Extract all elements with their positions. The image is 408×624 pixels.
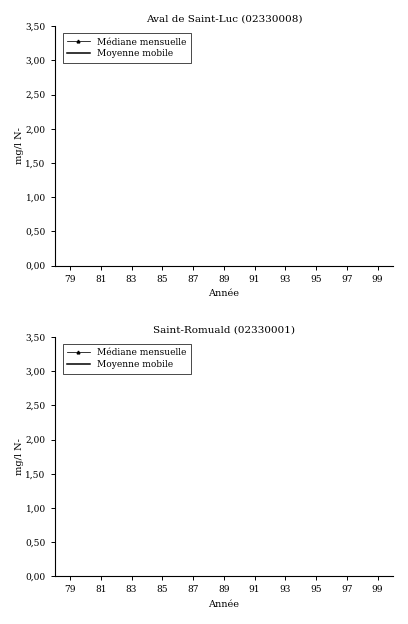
- Legend: Médiane mensuelle, Moyenne mobile: Médiane mensuelle, Moyenne mobile: [62, 33, 191, 63]
- Y-axis label: mg/l N-: mg/l N-: [15, 438, 24, 475]
- Legend: Médiane mensuelle, Moyenne mobile: Médiane mensuelle, Moyenne mobile: [62, 344, 191, 374]
- Title: Saint-Romuald (02330001): Saint-Romuald (02330001): [153, 326, 295, 335]
- Y-axis label: mg/l N-: mg/l N-: [15, 127, 24, 164]
- X-axis label: Année: Année: [208, 289, 239, 298]
- Title: Aval de Saint-Luc (02330008): Aval de Saint-Luc (02330008): [146, 15, 302, 24]
- X-axis label: Année: Année: [208, 600, 239, 609]
